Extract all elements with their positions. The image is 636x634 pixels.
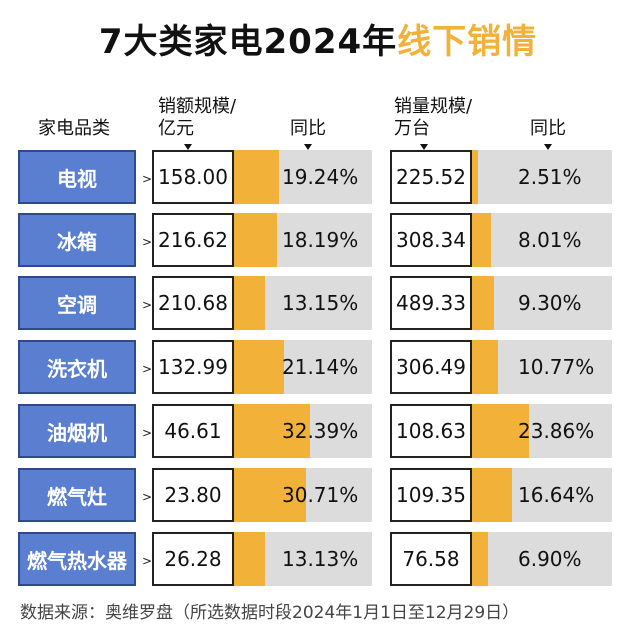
sales-yoy-label: 19.24%	[282, 165, 359, 189]
header-arrow-icon	[420, 144, 428, 150]
category-label: 燃气热水器	[18, 532, 136, 586]
sales-yoy-label: 21.14%	[282, 355, 359, 379]
volume-yoy-bar	[472, 468, 512, 522]
category-label: 电视	[18, 150, 136, 204]
sales-yoy-bar	[234, 276, 265, 330]
volume-value: 76.58	[390, 532, 472, 586]
yoy-bar-track	[472, 532, 612, 586]
pointer-icon: >	[142, 362, 153, 376]
sales-value: 23.80	[152, 468, 234, 522]
header-arrow-icon	[544, 144, 552, 150]
yoy-bar-track	[472, 213, 612, 267]
sales-yoy-bar	[234, 404, 310, 458]
category-label: 空调	[18, 276, 136, 330]
sales-yoy-label: 13.15%	[282, 291, 359, 315]
sales-yoy-bar	[234, 150, 280, 204]
volume-yoy-label: 16.64%	[518, 483, 595, 507]
volume-yoy-label: 9.30%	[518, 291, 582, 315]
sales-value: 26.28	[152, 532, 234, 586]
title-highlight: 线下销情	[397, 22, 538, 62]
volume-value: 308.34	[390, 213, 472, 267]
data-source-note: 数据来源：奥维罗盘（所选数据时段2024年1月1日至12月29日）	[20, 603, 520, 623]
category-label: 油烟机	[18, 404, 136, 458]
volume-yoy-bar	[472, 213, 492, 267]
table-row: 燃气灶 >23.80 30.71% 109.35 16.64%	[0, 468, 636, 522]
category-label: 冰箱	[18, 213, 136, 267]
chart-title: 7大类家电2024年线下销情	[0, 14, 636, 63]
header-sales-value: 销额规模/ 亿元	[158, 96, 236, 140]
pointer-icon: >	[142, 235, 153, 249]
header-sales-volume-line1: 销量规模/	[394, 96, 473, 117]
sales-yoy-bar	[234, 213, 277, 267]
sales-yoy-label: 13.13%	[282, 547, 359, 571]
category-label: 洗衣机	[18, 340, 136, 394]
table-row: 洗衣机 >132.99 21.14% 306.49 10.77%	[0, 340, 636, 394]
sales-value: 216.62	[152, 213, 234, 267]
yoy-bar-track	[472, 276, 612, 330]
volume-yoy-label: 6.90%	[518, 547, 582, 571]
volume-yoy-bar	[472, 276, 495, 330]
volume-yoy-bar	[472, 532, 489, 586]
sales-yoy-label: 18.19%	[282, 228, 359, 252]
sales-yoy-label: 30.71%	[282, 483, 359, 507]
sales-yoy-label: 32.39%	[282, 419, 359, 443]
pointer-icon: >	[142, 298, 153, 312]
table-row: 冰箱 >216.62 18.19% 308.34 8.01%	[0, 213, 636, 267]
header-category: 家电品类	[38, 118, 110, 139]
header-yoy-volume: 同比	[530, 118, 566, 139]
header-sales-value-line2: 亿元	[158, 118, 194, 139]
sales-yoy-bar	[234, 340, 284, 394]
volume-yoy-label: 23.86%	[518, 419, 595, 443]
sales-yoy-bar	[234, 532, 265, 586]
sales-value: 158.00	[152, 150, 234, 204]
sales-yoy-bar	[234, 468, 306, 522]
header-yoy-sales: 同比	[290, 118, 326, 139]
volume-yoy-bar	[472, 404, 529, 458]
pointer-icon: >	[142, 172, 153, 186]
category-label: 燃气灶	[18, 468, 136, 522]
header-sales-volume: 销量规模/ 万台	[394, 96, 472, 140]
table-row: 空调 >210.68 13.15% 489.33 9.30%	[0, 276, 636, 330]
volume-value: 306.49	[390, 340, 472, 394]
volume-value: 225.52	[390, 150, 472, 204]
volume-yoy-bar	[472, 340, 498, 394]
header-arrow-icon	[304, 144, 312, 150]
title-main: 7大类家电2024年	[98, 22, 398, 62]
pointer-icon: >	[142, 554, 153, 568]
yoy-bar-track	[472, 150, 612, 204]
volume-value: 109.35	[390, 468, 472, 522]
pointer-icon: >	[142, 426, 153, 440]
pointer-icon: >	[142, 490, 153, 504]
header-arrow-icon	[184, 144, 192, 150]
header-sales-volume-line2: 万台	[394, 118, 430, 139]
sales-value: 132.99	[152, 340, 234, 394]
volume-value: 108.63	[390, 404, 472, 458]
volume-yoy-bar	[472, 150, 478, 204]
sales-value: 210.68	[152, 276, 234, 330]
table-row: 油烟机 >46.61 32.39% 108.63 23.86%	[0, 404, 636, 458]
table-row: 电视 >158.00 19.24% 225.52 2.51%	[0, 150, 636, 204]
table-row: 燃气热水器 >26.28 13.13% 76.58 6.90%	[0, 532, 636, 586]
header-sales-value-line1: 销额规模/	[158, 96, 237, 117]
sales-value: 46.61	[152, 404, 234, 458]
volume-value: 489.33	[390, 276, 472, 330]
volume-yoy-label: 8.01%	[518, 228, 582, 252]
volume-yoy-label: 2.51%	[518, 165, 582, 189]
volume-yoy-label: 10.77%	[518, 355, 595, 379]
